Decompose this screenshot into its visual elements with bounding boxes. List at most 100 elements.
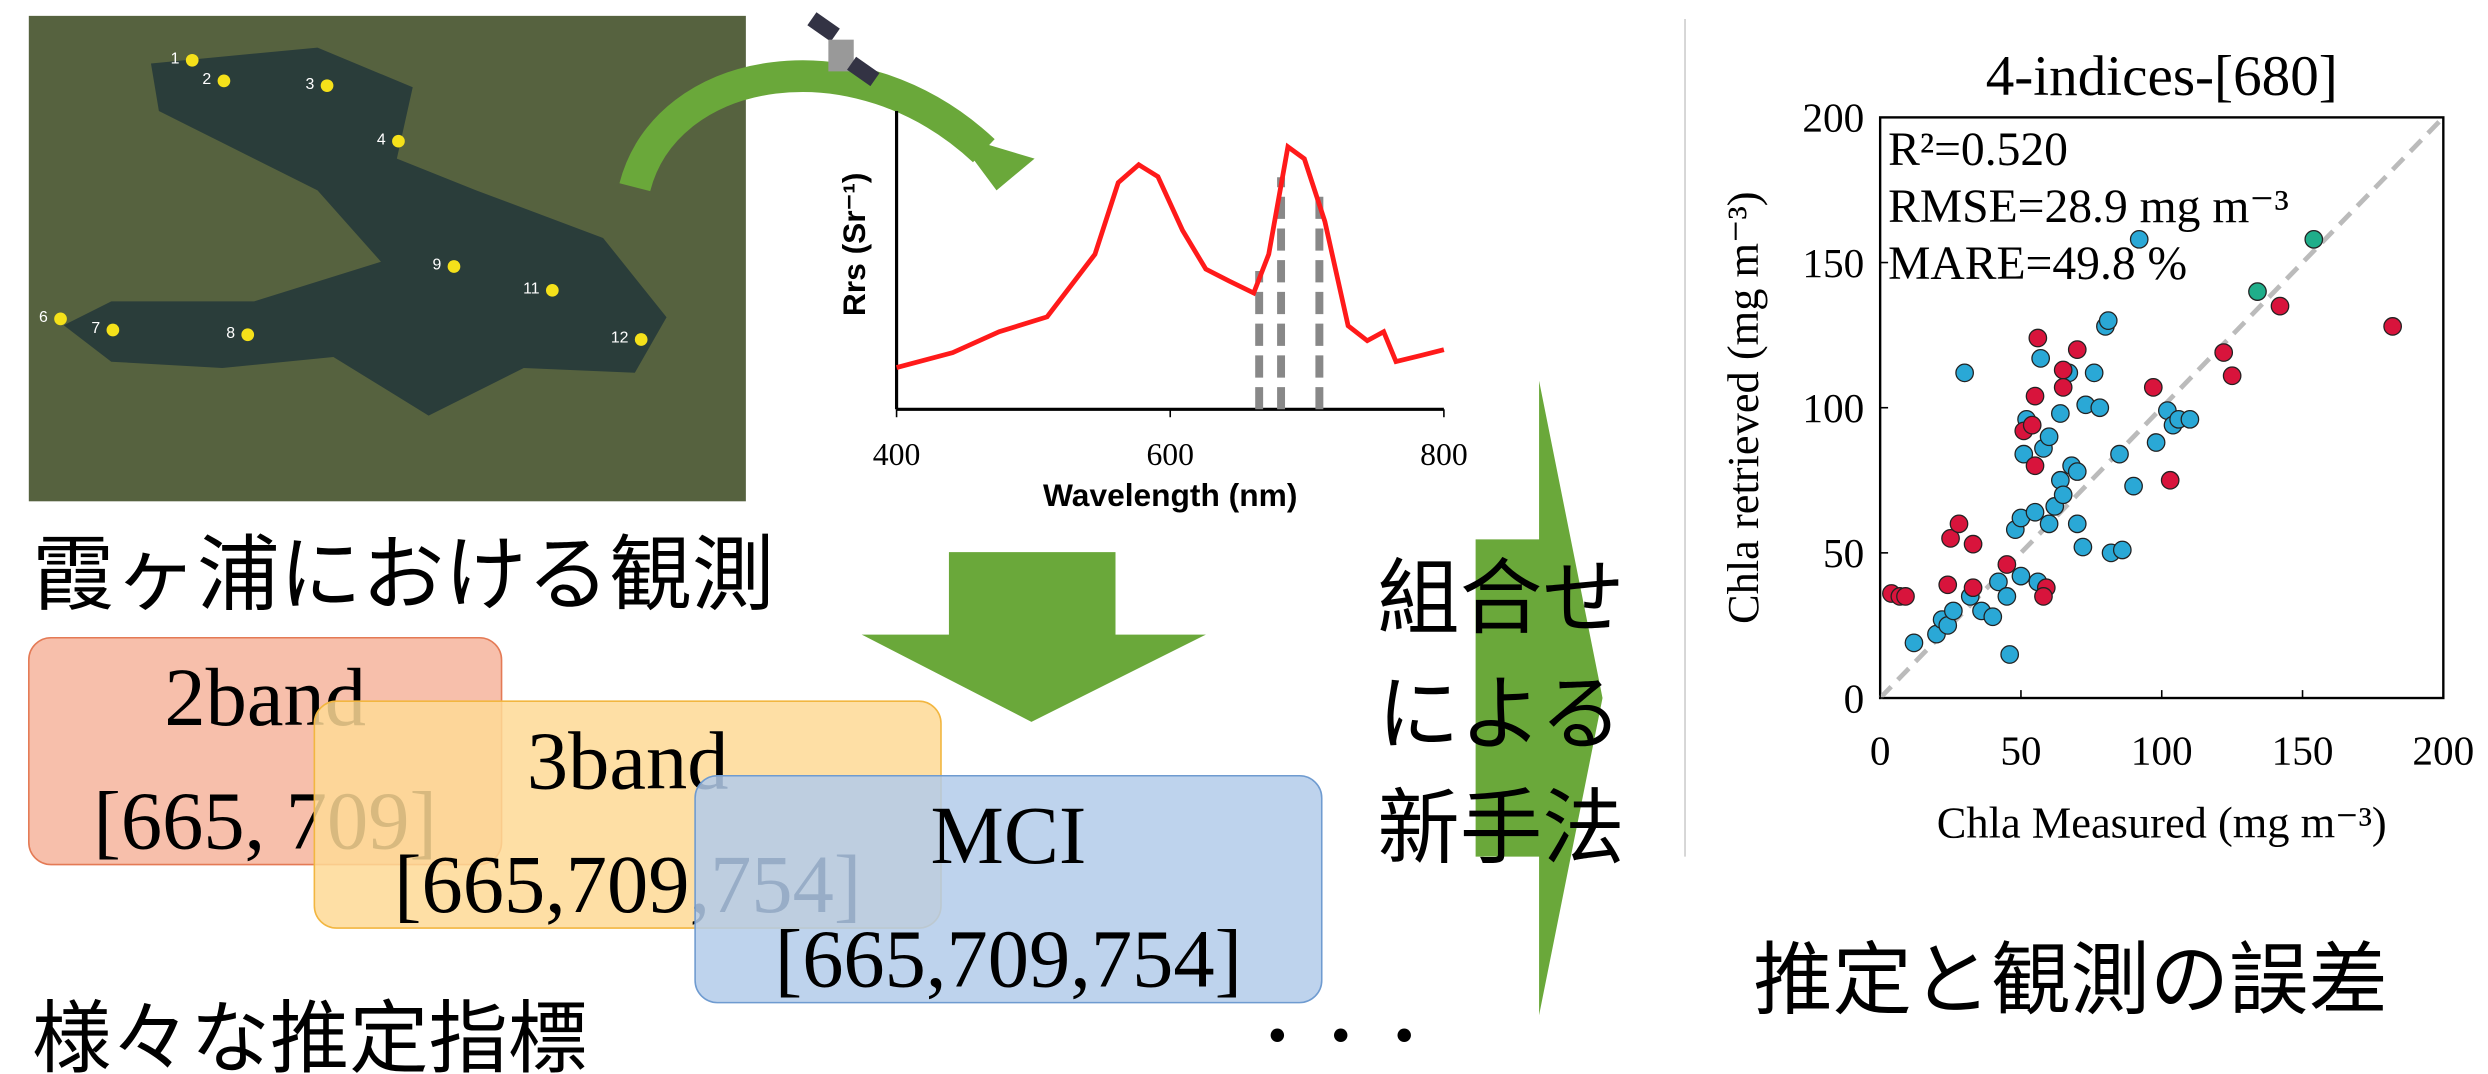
- pin: [320, 79, 334, 93]
- point: [1904, 633, 1924, 653]
- x-tick-label: 800: [1420, 437, 1468, 472]
- point: [2053, 360, 2073, 380]
- pin: [545, 283, 559, 297]
- pin-label: 9: [432, 257, 441, 274]
- point: [2031, 348, 2051, 368]
- method-text: による: [1377, 666, 1622, 762]
- y-tick-label: 0: [1844, 675, 1865, 721]
- point: [2124, 476, 2143, 496]
- point: [2025, 456, 2045, 476]
- point: [1944, 601, 1963, 621]
- point: [2129, 229, 2149, 249]
- point: [2270, 296, 2290, 316]
- pin-label: 1: [171, 50, 180, 67]
- pin: [447, 260, 461, 273]
- point: [1949, 514, 1969, 534]
- point: [2383, 317, 2403, 336]
- pin: [392, 134, 405, 148]
- point: [2160, 470, 2180, 490]
- chart-title: 4-indices-[680]: [1986, 45, 2338, 108]
- point: [2000, 645, 2020, 664]
- x-tick-label: 600: [1146, 437, 1194, 472]
- point: [2039, 427, 2059, 447]
- spectrum-line: [895, 142, 1445, 370]
- right-arrow: [1475, 380, 1603, 1016]
- pin: [217, 74, 231, 88]
- caption: 霞ヶ浦における観測: [32, 527, 774, 623]
- point: [1989, 572, 2008, 592]
- point: [2039, 514, 2059, 534]
- x-tick-label: 200: [2412, 728, 2474, 774]
- point: [2098, 311, 2118, 330]
- index-name: 3band: [527, 714, 729, 806]
- point: [1955, 363, 1974, 383]
- point: [2214, 343, 2234, 362]
- y-tick-label: 50: [1823, 530, 1864, 576]
- y-axis-label: Rrs (Sr⁻¹): [836, 172, 872, 316]
- arrow-head: [955, 134, 1035, 191]
- y-tick-label: 150: [1802, 240, 1864, 286]
- lake: [63, 47, 667, 416]
- index-bands: [665,709,754]: [775, 913, 1242, 1005]
- pin-label: 7: [91, 320, 100, 337]
- point: [2073, 537, 2093, 557]
- point: [2067, 462, 2087, 481]
- point: [2025, 502, 2045, 522]
- pin-label: 8: [226, 325, 235, 342]
- x-tick-label: 100: [2131, 728, 2193, 774]
- pin-label: 2: [202, 71, 211, 88]
- point: [2014, 444, 2034, 464]
- point: [2084, 363, 2104, 383]
- caption: 推定と観測の誤差: [1753, 933, 2388, 1026]
- annotation: R²=0.520: [1888, 124, 2068, 176]
- index-name: MCI: [931, 789, 1087, 881]
- point: [2067, 514, 2087, 534]
- point: [2143, 378, 2163, 397]
- point: [2011, 566, 2031, 586]
- method-text: 新手法: [1377, 781, 1624, 877]
- pin: [241, 328, 255, 342]
- x-tick-label: 50: [2000, 728, 2041, 774]
- annotation: RMSE=28.9 mg m⁻³: [1888, 181, 2289, 233]
- point: [2025, 386, 2045, 406]
- pin-label: 3: [306, 76, 315, 93]
- pin-label: 11: [523, 280, 540, 297]
- ellipsis: ・・・: [1246, 1001, 1436, 1074]
- point: [2180, 409, 2200, 429]
- x-axis-label: Chla Measured (mg m⁻³): [1937, 798, 2387, 848]
- point: [2146, 433, 2166, 452]
- satellite: [807, 12, 880, 87]
- x-axis-label: Wavelength (nm): [1043, 477, 1297, 513]
- y-tick-label: 100: [1802, 385, 1864, 431]
- point: [2112, 540, 2132, 560]
- pin-label: 6: [39, 309, 48, 326]
- point: [1983, 607, 2003, 627]
- point: [2053, 485, 2073, 505]
- point: [2067, 340, 2087, 360]
- y-tick-label: 200: [1802, 95, 1864, 141]
- pin: [106, 323, 120, 337]
- point: [1963, 578, 1983, 598]
- point: [2053, 378, 2073, 397]
- curved-arrow: [619, 60, 995, 192]
- x-tick-label: 400: [873, 437, 921, 472]
- index-box: [694, 774, 1323, 1004]
- y-axis-label: Chla retrieved (mg m⁻³): [1718, 191, 1768, 624]
- point: [1896, 587, 1915, 606]
- point: [1997, 555, 2017, 574]
- point: [1938, 575, 1958, 595]
- point: [1963, 534, 1983, 554]
- caption: 様々な推定指標: [32, 992, 587, 1074]
- point: [2304, 229, 2324, 249]
- point: [2090, 398, 2110, 418]
- pin: [54, 312, 67, 326]
- point: [1997, 587, 2017, 606]
- point: [1941, 528, 1960, 548]
- pin-label: 4: [377, 131, 386, 148]
- point: [2051, 404, 2070, 423]
- point: [2222, 366, 2242, 386]
- pin: [634, 333, 648, 346]
- point: [2034, 587, 2053, 606]
